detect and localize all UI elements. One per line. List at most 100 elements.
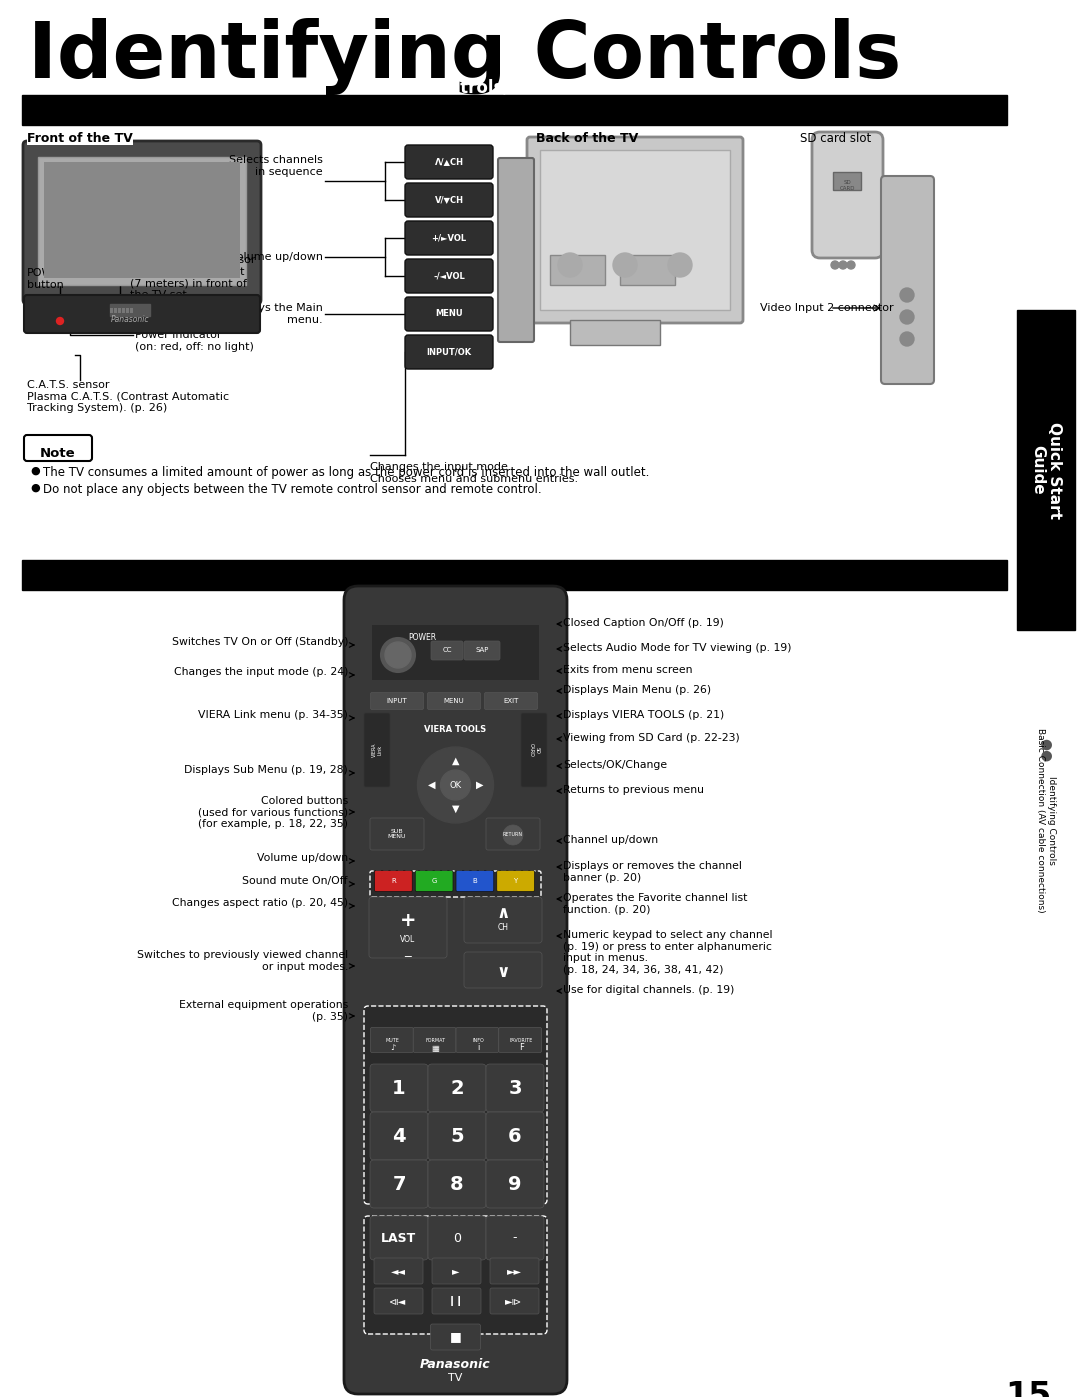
Text: RETURN: RETURN xyxy=(503,833,523,837)
Text: VIERA Link menu (p. 34-35): VIERA Link menu (p. 34-35) xyxy=(198,710,348,719)
Text: OK: OK xyxy=(449,781,461,789)
Text: Y: Y xyxy=(513,877,517,884)
FancyBboxPatch shape xyxy=(486,1065,544,1112)
FancyBboxPatch shape xyxy=(369,897,447,958)
FancyBboxPatch shape xyxy=(405,335,492,369)
Circle shape xyxy=(503,826,523,845)
Text: MENU: MENU xyxy=(444,698,464,704)
Text: Changes aspect ratio (p. 20, 45): Changes aspect ratio (p. 20, 45) xyxy=(172,898,348,908)
Text: INPUT/OK: INPUT/OK xyxy=(427,348,472,356)
Text: Exits from menu screen: Exits from menu screen xyxy=(563,665,692,675)
Bar xyxy=(38,156,246,285)
Text: Volume up/down: Volume up/down xyxy=(257,854,348,863)
FancyBboxPatch shape xyxy=(485,693,538,710)
Text: ─: ─ xyxy=(405,951,411,961)
Bar xyxy=(122,307,125,313)
Text: SD
CARD: SD CARD xyxy=(839,180,854,191)
Text: Identifying Controls: Identifying Controls xyxy=(28,18,901,95)
Text: -/◄VOL: -/◄VOL xyxy=(433,271,464,281)
FancyBboxPatch shape xyxy=(428,1112,486,1160)
Bar xyxy=(44,162,240,278)
Text: INPUT: INPUT xyxy=(387,698,407,704)
FancyBboxPatch shape xyxy=(497,870,535,891)
Text: Video Input 2 connector: Video Input 2 connector xyxy=(760,303,893,313)
Text: POWER
button: POWER button xyxy=(27,268,68,289)
Text: 8: 8 xyxy=(450,1175,463,1193)
Bar xyxy=(22,560,1007,590)
Text: Displays Main Menu (p. 26): Displays Main Menu (p. 26) xyxy=(563,685,711,694)
FancyBboxPatch shape xyxy=(464,641,500,659)
FancyBboxPatch shape xyxy=(415,870,453,891)
Text: INFO: INFO xyxy=(473,1038,484,1042)
Text: 2: 2 xyxy=(450,1078,463,1098)
FancyBboxPatch shape xyxy=(527,137,743,323)
Text: Remote control sensor
Within about 23 feet
(7 meters) in front of
the TV set.: Remote control sensor Within about 23 fe… xyxy=(130,256,256,300)
Text: ▼: ▼ xyxy=(451,805,459,814)
FancyBboxPatch shape xyxy=(374,1259,423,1284)
Text: 6: 6 xyxy=(509,1126,522,1146)
FancyBboxPatch shape xyxy=(431,1324,481,1350)
Text: ►⧐: ►⧐ xyxy=(505,1296,523,1306)
Text: ▶: ▶ xyxy=(476,780,483,789)
Text: Use for digital channels. (p. 19): Use for digital channels. (p. 19) xyxy=(563,985,734,995)
Text: B: B xyxy=(473,877,477,884)
Text: ▲: ▲ xyxy=(451,756,459,766)
FancyBboxPatch shape xyxy=(432,1288,481,1315)
Text: Returns to previous menu: Returns to previous menu xyxy=(563,785,704,795)
Text: Panasonic: Panasonic xyxy=(420,1358,490,1372)
Text: VIERA
Link: VIERA Link xyxy=(372,743,382,757)
Text: SD card slot: SD card slot xyxy=(800,131,872,145)
Text: External equipment operations
(p. 35): External equipment operations (p. 35) xyxy=(179,1000,348,1021)
FancyBboxPatch shape xyxy=(486,1160,544,1208)
Text: Back of the TV: Back of the TV xyxy=(536,131,638,145)
FancyBboxPatch shape xyxy=(370,1112,428,1160)
Text: Changes the input mode (p. 24): Changes the input mode (p. 24) xyxy=(174,666,348,678)
Text: Selects Audio Mode for TV viewing (p. 19): Selects Audio Mode for TV viewing (p. 19… xyxy=(563,643,792,652)
Text: Power indicator
(on: red, off: no light): Power indicator (on: red, off: no light) xyxy=(135,330,254,352)
Bar xyxy=(114,307,117,313)
FancyBboxPatch shape xyxy=(432,1259,481,1284)
FancyBboxPatch shape xyxy=(405,145,492,179)
Circle shape xyxy=(56,317,64,324)
Text: ◄◄: ◄◄ xyxy=(391,1266,405,1275)
Bar xyxy=(620,256,675,285)
Text: Operates the Favorite channel list
function. (p. 20): Operates the Favorite channel list funct… xyxy=(563,893,747,915)
FancyBboxPatch shape xyxy=(414,1028,456,1052)
Circle shape xyxy=(441,770,471,800)
FancyBboxPatch shape xyxy=(370,1065,428,1112)
Circle shape xyxy=(831,261,839,270)
FancyBboxPatch shape xyxy=(370,1160,428,1208)
FancyBboxPatch shape xyxy=(370,1028,414,1052)
Bar xyxy=(372,624,539,680)
Circle shape xyxy=(669,253,692,277)
Bar xyxy=(110,307,113,313)
FancyBboxPatch shape xyxy=(456,870,494,891)
Text: Switches TV On or Off (Standby): Switches TV On or Off (Standby) xyxy=(172,637,348,647)
Bar xyxy=(570,320,660,345)
Bar xyxy=(130,307,133,313)
FancyBboxPatch shape xyxy=(405,258,492,293)
Text: TV controls/indicators: TV controls/indicators xyxy=(397,80,603,96)
Text: ●: ● xyxy=(30,467,40,476)
FancyBboxPatch shape xyxy=(464,951,542,988)
Text: 3: 3 xyxy=(509,1078,522,1098)
Circle shape xyxy=(900,288,914,302)
Text: TV: TV xyxy=(448,1373,462,1383)
Text: i: i xyxy=(477,1044,480,1052)
Text: Displays the Main
menu.: Displays the Main menu. xyxy=(225,303,323,324)
FancyBboxPatch shape xyxy=(24,434,92,461)
Text: Identifying Controls
Basic Connection (AV cable connections): Identifying Controls Basic Connection (A… xyxy=(1037,728,1056,912)
FancyBboxPatch shape xyxy=(405,298,492,331)
Circle shape xyxy=(839,261,847,270)
Text: ▦: ▦ xyxy=(432,1044,440,1052)
Text: 7: 7 xyxy=(392,1175,406,1193)
Text: ◀: ◀ xyxy=(428,780,435,789)
FancyBboxPatch shape xyxy=(428,1160,486,1208)
FancyBboxPatch shape xyxy=(486,1112,544,1160)
Text: ∧: ∧ xyxy=(496,904,510,922)
FancyBboxPatch shape xyxy=(345,585,567,1394)
Text: MUTE: MUTE xyxy=(386,1038,400,1042)
FancyBboxPatch shape xyxy=(405,221,492,256)
FancyBboxPatch shape xyxy=(490,1288,539,1315)
Text: CH: CH xyxy=(498,923,509,933)
